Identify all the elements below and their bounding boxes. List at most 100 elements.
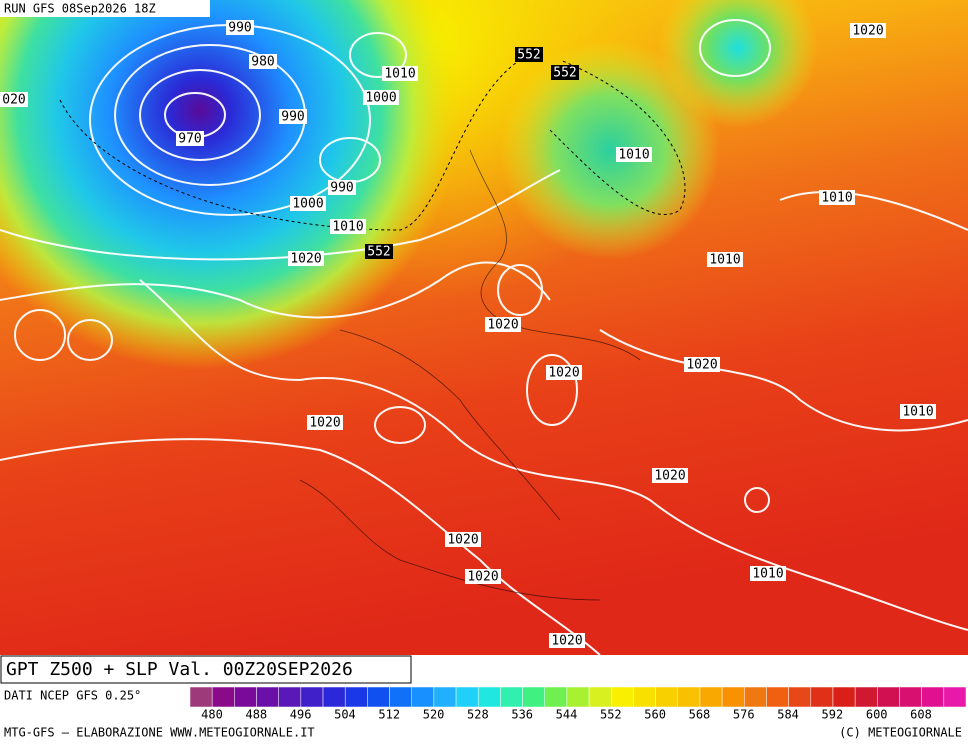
isobar-label: 990 xyxy=(281,110,304,125)
height-label-box xyxy=(551,65,579,80)
colorbar-box xyxy=(234,686,257,708)
isobar-label-box xyxy=(465,569,501,584)
isobar-label: 1020 xyxy=(686,358,717,373)
isobar-label: 1010 xyxy=(752,567,783,582)
colorbar-box xyxy=(943,686,967,708)
isobar-label: 990 xyxy=(228,21,251,36)
isobar-label: 1020 xyxy=(548,366,579,381)
colorbar-box xyxy=(677,686,701,708)
colorbar-box xyxy=(854,686,878,708)
height-label-box xyxy=(515,47,543,62)
isobar-label-box xyxy=(279,109,307,124)
colorbar-tick-label: 520 xyxy=(423,708,445,722)
footer-credit: MTG-GFS — ELABORAZIONE WWW.METEOGIORNALE… xyxy=(4,726,315,740)
colorbar-box xyxy=(611,686,634,708)
colorbar-box xyxy=(921,686,945,708)
isobar-label: 1000 xyxy=(292,197,323,212)
footer-source: DATI NCEP GFS 0.25° xyxy=(4,689,141,703)
colorbar-box xyxy=(788,686,812,708)
colorbar-box xyxy=(367,686,390,708)
isobar-label-box xyxy=(819,190,855,205)
colorbar-box xyxy=(300,686,324,708)
footer-title: GPT Z500 + SLP Val. 00Z20SEP2026 xyxy=(6,659,353,680)
isobar-label-box xyxy=(900,404,936,419)
colorbar-tick-label: 504 xyxy=(334,708,356,722)
run-box xyxy=(0,0,210,17)
colorbar-box xyxy=(699,686,723,708)
isobar-label: 1020 xyxy=(487,318,518,333)
isobar-label-box xyxy=(750,566,786,581)
colorbar-tick-label: 552 xyxy=(600,708,622,722)
colorbar-tick-label: 560 xyxy=(644,708,666,722)
map xyxy=(0,0,968,656)
colorbar-box xyxy=(389,686,412,708)
isobar-label-box xyxy=(307,415,343,430)
colorbar-tick-label: 528 xyxy=(467,708,489,722)
colorbar-tick-label: 512 xyxy=(378,708,400,722)
isobar-label: 1020 xyxy=(309,416,340,431)
isobar-label: 1020 xyxy=(654,469,685,484)
footer-copyright: (C) METEOGIORNALE xyxy=(839,726,962,740)
colorbar-box xyxy=(411,686,435,708)
colorbar-box xyxy=(278,686,302,708)
colorbar-box xyxy=(832,686,856,708)
isobar-label: 1020 xyxy=(852,24,883,39)
isobar-label: 980 xyxy=(251,55,274,70)
isobar-label: 1010 xyxy=(384,67,415,82)
isobar-label: 1020 xyxy=(447,533,478,548)
isobar-label: 1010 xyxy=(332,220,363,235)
colorbar-box xyxy=(433,686,457,708)
colorbar-box xyxy=(766,686,789,708)
height-label-box xyxy=(365,244,393,259)
isobar-label: 1010 xyxy=(902,405,933,420)
colorbar-tick-label: 600 xyxy=(866,708,888,722)
colorbar-box xyxy=(256,686,279,708)
height-label: 552 xyxy=(553,66,576,81)
isobar-label: 1020 xyxy=(467,570,498,585)
colorbar-box xyxy=(544,686,568,708)
colorbar-tick-label: 592 xyxy=(822,708,844,722)
colorbar-box xyxy=(189,686,213,708)
isobar-label-box xyxy=(707,252,743,267)
colorbar-tick-label: 568 xyxy=(689,708,711,722)
height-label: 552 xyxy=(367,245,390,260)
colorbar-box xyxy=(588,686,612,708)
isobar-label-box xyxy=(382,66,418,81)
colorbar-box xyxy=(455,686,479,708)
colorbar-box xyxy=(500,686,523,708)
isobar-labels: 990 980 1010 1000 990 970 990 1000 1010 1020 1010 1… xyxy=(0,20,936,649)
colorbar-box xyxy=(633,686,656,708)
isobar-label: 970 xyxy=(178,132,201,147)
isobar-label-box xyxy=(616,147,652,162)
colorbar-tick-label: 608 xyxy=(910,708,932,722)
isobar-label-box xyxy=(445,532,481,547)
colorbar-tick-label: 480 xyxy=(201,708,223,722)
colorbar-box xyxy=(899,686,922,708)
isobar-label: 1010 xyxy=(709,253,740,268)
isobar-label-box xyxy=(0,92,28,107)
colorbar: 480 488 496 504 512 520 528 536 544 552 560 568 576 5… xyxy=(189,686,967,722)
colorbar-box xyxy=(810,686,834,708)
colorbar-box xyxy=(344,686,368,708)
colorbar-box xyxy=(477,686,501,708)
isobar-label-box xyxy=(549,633,585,648)
run-label: RUN GFS 08Sep2026 18Z xyxy=(4,2,156,16)
isobar-label: 990 xyxy=(330,181,353,196)
isobar-label: 1000 xyxy=(365,91,396,106)
isobar-label-box xyxy=(652,468,688,483)
isobar-label-box xyxy=(850,23,886,38)
isobar-label: 1010 xyxy=(618,148,649,163)
isobar-label-box xyxy=(176,131,204,146)
colorbar-box xyxy=(877,686,900,708)
isobar-label: 1020 xyxy=(551,634,582,649)
isobar-label-box xyxy=(249,54,277,69)
isobar-label-box xyxy=(684,357,720,372)
isobar-label: 1010 xyxy=(821,191,852,206)
colorbar-tick-label: 584 xyxy=(777,708,799,722)
colorbar-tick-label: 544 xyxy=(556,708,578,722)
isobar-label-box xyxy=(363,90,399,105)
title-box xyxy=(0,655,412,684)
colorbar-tick-label: 576 xyxy=(733,708,755,722)
isobar-label-box xyxy=(330,219,366,234)
